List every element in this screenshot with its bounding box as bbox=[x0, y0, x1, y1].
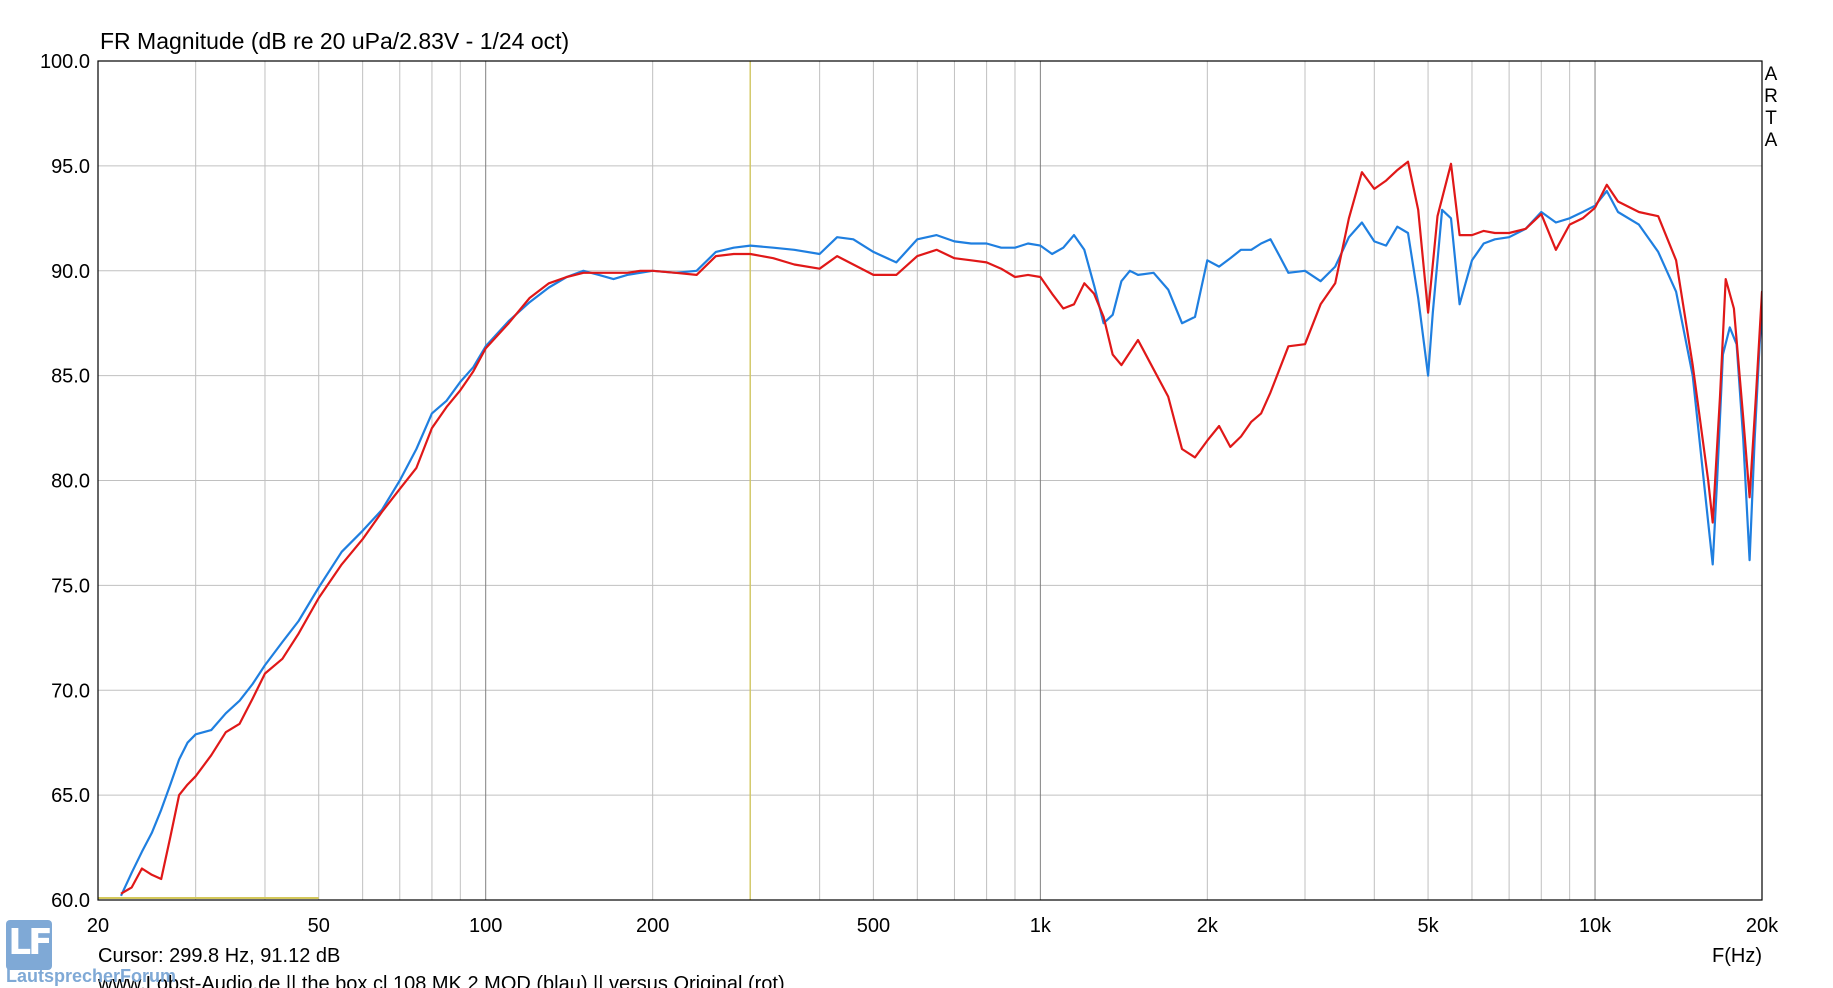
y-tick-label: 90.0 bbox=[51, 261, 90, 283]
x-tick-label: 50 bbox=[308, 915, 330, 937]
y-axis-ticks: 100.0 95.0 90.0 85.0 80.0 75.0 70.0 65.0 60.0 bbox=[40, 51, 90, 912]
x-tick-label: 1k bbox=[1030, 915, 1052, 937]
x-tick-label: 500 bbox=[857, 915, 890, 937]
series-line-blue bbox=[120, 189, 1762, 897]
side-label-letter: A bbox=[1765, 64, 1778, 85]
x-tick-label: 5k bbox=[1417, 915, 1439, 937]
cursor-readout: Cursor: 299.8 Hz, 91.12 dB bbox=[98, 945, 340, 967]
x-tick-label: 2k bbox=[1197, 915, 1219, 937]
series-line-red bbox=[120, 160, 1762, 895]
chart-title: FR Magnitude (dB re 20 uPa/2.83V - 1/24 … bbox=[100, 28, 569, 54]
y-tick-label: 85.0 bbox=[51, 366, 90, 388]
x-tick-label: 20 bbox=[87, 915, 109, 937]
y-tick-label: 95.0 bbox=[51, 156, 90, 178]
x-tick-label: 100 bbox=[469, 915, 502, 937]
logo-icon: LF bbox=[6, 920, 53, 970]
y-tick-label: 70.0 bbox=[51, 680, 90, 702]
footer-caption: www.Lobst-Audio.de || the box cl 108 MK … bbox=[97, 973, 785, 988]
x-tick-label: 10k bbox=[1579, 915, 1612, 937]
y-tick-label: 65.0 bbox=[51, 785, 90, 807]
x-axis-label: F(Hz) bbox=[1712, 945, 1762, 967]
cursor-line-layer bbox=[98, 61, 751, 900]
y-tick-label: 80.0 bbox=[51, 471, 90, 493]
side-label-letter: A bbox=[1765, 130, 1778, 151]
series-layer bbox=[120, 160, 1762, 897]
chart-grid bbox=[98, 60, 1762, 901]
plot-frame bbox=[97, 60, 1763, 901]
x-tick-label: 200 bbox=[636, 915, 669, 937]
logo-text: LautsprecherForum bbox=[6, 966, 177, 986]
logo-letters: LF bbox=[8, 922, 53, 963]
y-tick-label: 60.0 bbox=[51, 890, 90, 912]
side-label-letter: R bbox=[1764, 86, 1778, 107]
side-label-letter: T bbox=[1765, 108, 1777, 129]
x-axis-ticks: 20 50 100 200 500 1k 2k 5k 10k 20k bbox=[87, 915, 1779, 937]
y-tick-label: 100.0 bbox=[40, 51, 90, 73]
y-tick-label: 75.0 bbox=[51, 575, 90, 597]
x-tick-label: 20k bbox=[1746, 915, 1779, 937]
